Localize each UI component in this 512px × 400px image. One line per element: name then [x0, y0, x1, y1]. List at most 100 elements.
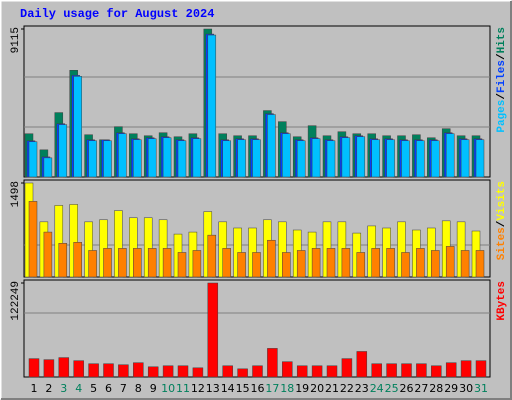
x-tick-label: 3 — [60, 382, 67, 395]
bar — [177, 140, 187, 178]
bar — [43, 359, 55, 378]
bar — [341, 358, 353, 378]
bar — [296, 250, 306, 278]
bar — [177, 365, 189, 378]
bar — [252, 139, 261, 178]
x-tick-label: 15 — [236, 382, 250, 395]
x-tick-label: 9 — [150, 382, 157, 395]
bar — [58, 357, 70, 378]
bar — [475, 360, 487, 378]
bar — [147, 248, 157, 278]
bar — [326, 365, 338, 378]
legend-separator: / — [496, 53, 508, 60]
legend: Sites/Visits — [496, 181, 508, 260]
bar — [222, 365, 233, 378]
bar — [162, 137, 172, 178]
bar — [326, 248, 336, 278]
x-tick-label: 13 — [206, 382, 220, 395]
bar — [73, 360, 84, 378]
bar — [133, 248, 142, 278]
bar — [431, 250, 440, 278]
bar — [386, 139, 395, 178]
bar — [222, 140, 231, 178]
bar — [401, 140, 410, 178]
x-tick-label: 20 — [310, 382, 324, 395]
bar — [162, 248, 172, 278]
x-tick-label: 2 — [45, 382, 52, 395]
bar — [431, 365, 442, 378]
x-tick-label: 18 — [280, 382, 294, 395]
bar — [282, 133, 291, 178]
bar — [88, 250, 97, 278]
bar — [371, 248, 380, 278]
bar — [282, 252, 291, 278]
legend: KBytes — [496, 281, 508, 321]
y-tick-label: 1498 — [10, 181, 22, 207]
legend-entry: Hits — [496, 27, 508, 53]
bar — [88, 363, 99, 378]
legend: Pages/Files/Hits — [496, 27, 508, 133]
bar — [43, 231, 53, 278]
legend-separator: / — [496, 93, 508, 100]
bar — [162, 365, 174, 378]
legend-entry: KBytes — [496, 281, 508, 321]
bar — [445, 362, 457, 378]
bar — [103, 248, 112, 278]
x-tick-label: 5 — [90, 382, 97, 395]
bar — [103, 363, 114, 378]
bar — [401, 363, 412, 378]
x-tick-label: 14 — [221, 382, 235, 395]
bar — [311, 365, 323, 378]
bar — [356, 351, 368, 378]
bar — [431, 140, 440, 178]
bar — [73, 76, 82, 178]
legend-entry: Files — [496, 60, 508, 93]
x-tick-label: 12 — [191, 382, 205, 395]
bar — [28, 358, 40, 378]
bar — [147, 138, 157, 178]
bar — [28, 141, 38, 178]
bar — [252, 252, 261, 278]
bar — [133, 139, 142, 178]
x-tick-label: 19 — [295, 382, 309, 395]
x-tick-label: 6 — [105, 382, 112, 395]
bar — [296, 140, 306, 178]
bar — [386, 248, 395, 278]
bar — [118, 364, 129, 378]
bar — [341, 248, 351, 278]
legend-entry: Pages — [496, 100, 508, 133]
x-tick-label: 11 — [176, 382, 190, 395]
bar — [207, 234, 217, 278]
x-tick-label: 22 — [340, 382, 354, 395]
x-tick-label: 30 — [459, 382, 473, 395]
bar — [207, 282, 219, 378]
legend-entry: Visits — [496, 181, 508, 221]
bar — [103, 140, 112, 178]
bar — [88, 140, 97, 178]
bar — [445, 246, 455, 278]
x-tick-label: 4 — [75, 382, 82, 395]
bar — [207, 34, 217, 178]
bar — [28, 201, 38, 278]
x-tick-label: 7 — [120, 382, 127, 395]
y-tick-label: 9115 — [10, 27, 22, 53]
bar — [237, 139, 246, 178]
bar — [371, 363, 382, 378]
bar — [192, 367, 204, 378]
plot-area — [23, 279, 491, 378]
bar — [118, 248, 127, 278]
bar — [296, 365, 308, 378]
x-tick-label: 31 — [474, 382, 488, 395]
x-tick-label: 29 — [444, 382, 458, 395]
x-tick-label: 27 — [414, 382, 428, 395]
bar — [416, 140, 425, 178]
legend-separator: / — [496, 220, 508, 227]
bar — [118, 133, 127, 178]
bar — [460, 360, 472, 378]
bar — [267, 239, 276, 278]
x-tick-label: 23 — [355, 382, 369, 395]
bar — [445, 133, 455, 178]
bar — [73, 242, 82, 278]
x-tick-label: 17 — [265, 382, 279, 395]
